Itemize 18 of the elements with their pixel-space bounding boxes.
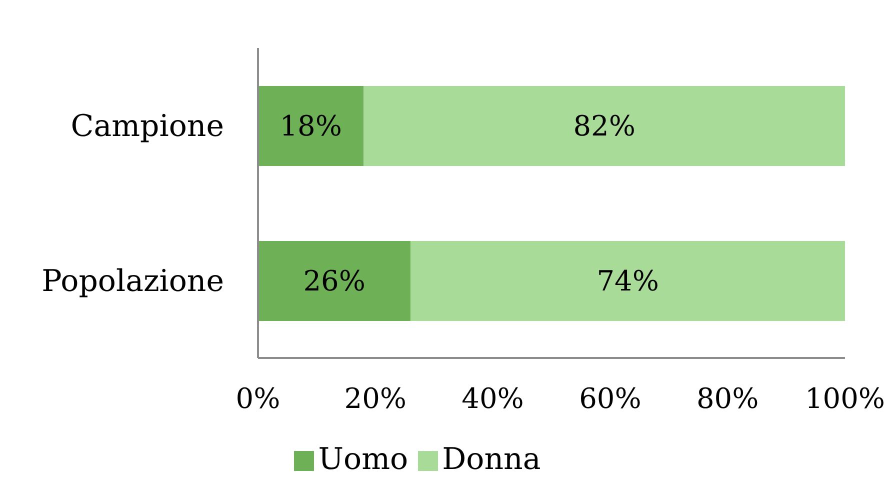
x-tick-label: 80% (696, 382, 759, 415)
data-label: 74% (596, 264, 659, 298)
data-label: 18% (280, 110, 342, 142)
x-tick-label: 0% (236, 382, 280, 415)
legend-label: Donna (442, 442, 541, 477)
data-label: 82% (573, 110, 636, 142)
data-label: 26% (303, 264, 366, 298)
y-tick-label: Campione (70, 109, 224, 144)
bar (364, 86, 845, 166)
x-tick-label: 60% (579, 382, 642, 415)
bar (258, 86, 364, 166)
bar (410, 241, 845, 321)
x-tick-label: 100% (804, 382, 886, 415)
y-tick-label: Popolazione (42, 264, 224, 300)
x-tick-label: 40% (462, 382, 524, 415)
bar (258, 241, 411, 321)
legend-label: Uomo (318, 442, 408, 477)
x-tick-label: 20% (344, 382, 407, 415)
